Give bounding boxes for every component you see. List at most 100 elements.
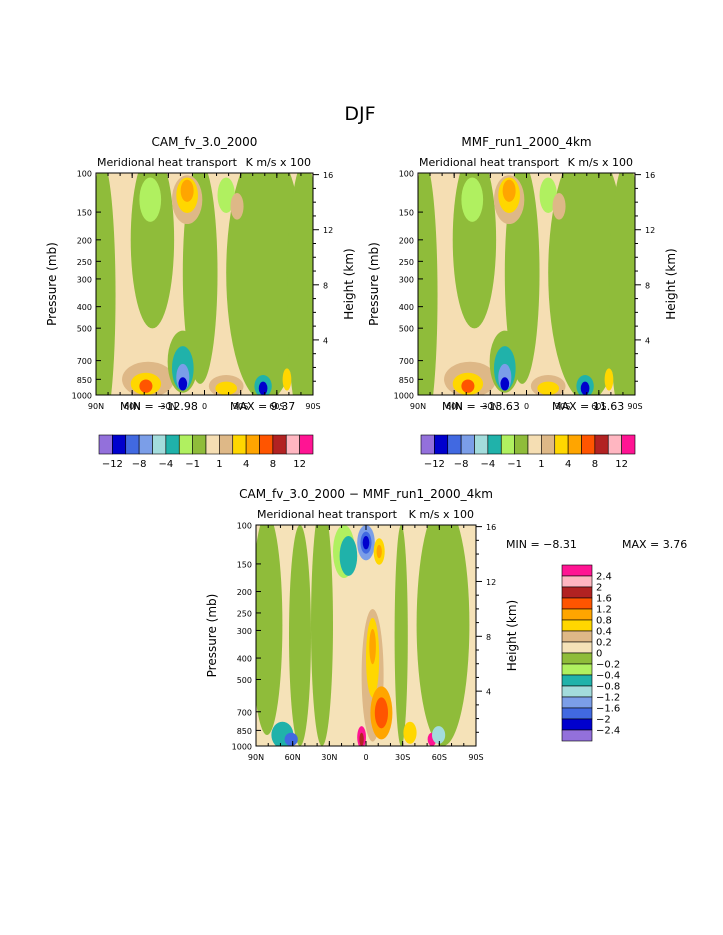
contour-region — [178, 377, 188, 391]
contour-region — [139, 379, 153, 393]
colorbar-swatch — [178, 434, 193, 455]
colorbar-swatch — [259, 434, 274, 455]
chart-title: MMF_run1_2000_4km — [461, 135, 591, 149]
colorbar-swatch — [561, 619, 593, 632]
contour-region — [552, 192, 566, 220]
x-tick-label: 90S — [627, 402, 642, 411]
contour-region — [580, 381, 590, 395]
colorbar-tick-label: 2.4 — [596, 572, 612, 583]
colorbar-tick-label: 4 — [565, 459, 571, 470]
y-tick-label: 1000 — [72, 392, 92, 401]
contour-region — [394, 525, 408, 746]
panel-2: 90N 60N 30N 0 30S 60S 90S 100 150 200 250 300 400 500… — [205, 487, 687, 762]
y-tick-label: 300 — [237, 627, 252, 636]
colorbar-swatch — [474, 434, 489, 455]
y-tick-label: 400 — [399, 303, 414, 312]
colorbar-swatch — [112, 434, 127, 455]
x-tick-label: 30S — [233, 402, 248, 411]
colorbar-swatch — [561, 575, 593, 588]
height-tick-label: 16 — [645, 171, 655, 180]
y-tick-label: 500 — [77, 325, 92, 334]
x-tick-label: 90S — [305, 402, 320, 411]
height-tick-label: 16 — [486, 523, 496, 532]
colorbar-tick-label: 0.4 — [596, 627, 612, 638]
y-axis-title: Pressure (mb) — [205, 594, 219, 678]
colorbar-swatch — [527, 434, 542, 455]
x-tick-label: 60S — [591, 402, 606, 411]
contour-region — [217, 177, 235, 213]
y-axis-title-right: Height (km) — [664, 248, 678, 319]
y-tick-label: 250 — [399, 258, 414, 267]
y-tick-label: 250 — [237, 609, 252, 618]
x-tick-label: 90S — [468, 753, 483, 762]
colorbar-swatch — [165, 434, 180, 455]
height-tick-label: 4 — [645, 336, 650, 345]
x-tick-label: 0 — [363, 753, 368, 762]
colorbar-tick-label: 0 — [596, 649, 602, 660]
colorbar-tick-label: −0.2 — [596, 660, 620, 671]
colorbar-swatch — [561, 685, 593, 698]
chart-title: CAM_fv_3.0_2000 — [152, 135, 258, 149]
y-tick-label: 150 — [399, 209, 414, 218]
x-tick-label: 30S — [555, 402, 570, 411]
y-tick-label: 1000 — [394, 392, 414, 401]
contour-region — [96, 173, 116, 395]
chart-title: CAM_fv_3.0_2000 − MMF_run1_2000_4km — [239, 487, 493, 501]
height-tick-label: 8 — [486, 633, 491, 642]
chart-subtitle-left: Meridional heat transport — [257, 508, 398, 521]
y-tick-label: 400 — [237, 655, 252, 664]
chart-subtitle-left: Meridional heat transport — [419, 156, 560, 169]
y-tick-label: 200 — [399, 236, 414, 245]
x-tick-label: 60N — [446, 402, 462, 411]
colorbar-tick-label: −12 — [102, 459, 123, 470]
y-tick-label: 100 — [77, 170, 92, 179]
colorbar-swatch — [272, 434, 287, 455]
colorbar-tick-label: 1 — [538, 459, 544, 470]
colorbar-swatch — [219, 434, 234, 455]
colorbar-tick-label: 8 — [592, 459, 598, 470]
contour-region — [311, 525, 333, 746]
contour-region — [230, 192, 244, 220]
min-label: MIN = −12.98 — [120, 400, 198, 413]
colorbar-swatch — [561, 564, 593, 577]
colorbar-tick-label: 12 — [293, 459, 306, 470]
colorbar-swatch — [299, 434, 314, 455]
contour-region — [180, 179, 194, 202]
contour-region — [461, 177, 484, 222]
colorbar-swatch — [561, 652, 593, 665]
min-label: MIN = −8.31 — [506, 538, 577, 551]
colorbar-swatch — [460, 434, 475, 455]
colorbar-swatch — [138, 434, 153, 455]
contour-region — [604, 368, 614, 391]
y-tick-label: 150 — [237, 560, 252, 569]
contour-region — [182, 173, 218, 384]
contour-region — [256, 525, 283, 735]
colorbar-swatch — [561, 586, 593, 599]
y-tick-label: 250 — [77, 258, 92, 267]
x-tick-label: 30N — [321, 753, 337, 762]
colorbar-swatch — [561, 674, 593, 687]
x-tick-label: 60S — [432, 753, 447, 762]
y-tick-label: 700 — [399, 357, 414, 366]
contour-region — [500, 377, 510, 391]
contour-region — [359, 732, 364, 746]
x-tick-label: 0 — [524, 402, 529, 411]
y-tick-label: 700 — [237, 708, 252, 717]
colorbar-swatch — [561, 663, 593, 676]
contour-region — [215, 381, 238, 395]
contour-region — [539, 177, 557, 213]
colorbar-tick-label: −4 — [481, 459, 496, 470]
y-tick-label: 100 — [399, 170, 414, 179]
colorbar-tick-label: −12 — [424, 459, 445, 470]
contour-region — [139, 177, 162, 222]
colorbar-tick-label: −1.6 — [596, 704, 620, 715]
x-tick-label: 30N — [160, 402, 176, 411]
max-label: MAX = 11.63 — [552, 400, 624, 413]
colorbar-swatch — [554, 434, 569, 455]
height-tick-label: 12 — [645, 226, 655, 235]
colorbar-swatch — [561, 718, 593, 731]
contour-region — [432, 726, 446, 744]
colorbar-tick-label: 12 — [615, 459, 628, 470]
colorbar-swatch — [541, 434, 556, 455]
